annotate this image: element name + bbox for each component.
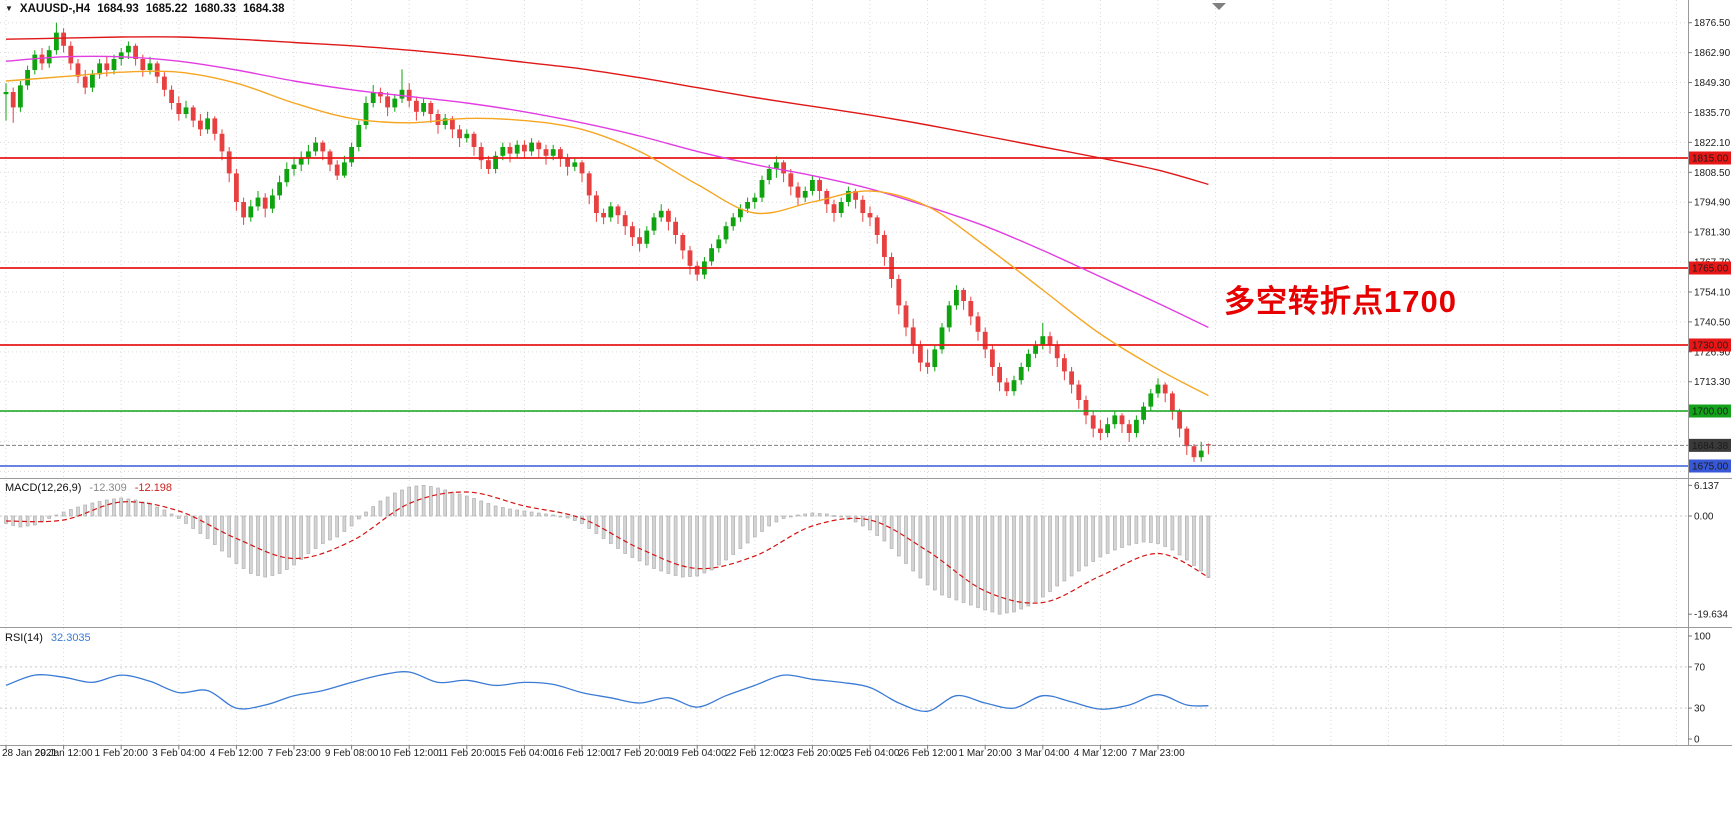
time-axis-label: 28 Jan 2021	[2, 748, 57, 759]
rsi-scale-label: 30	[1694, 704, 1706, 715]
price-axis-label: 1849.30	[1694, 78, 1731, 89]
price-axis-label: 1835.70	[1694, 108, 1731, 119]
symbol-ohlc-bar[interactable]: ▼ XAUUSD-,H4 1684.93 1685.22 1680.33 168…	[5, 3, 285, 15]
time-axis-label: 11 Feb 20:00	[438, 748, 497, 759]
ohlc-open: 1684.93	[97, 3, 139, 15]
price-badge-label: 1684.38	[1692, 441, 1729, 452]
time-axis-label: 4 Mar 12:00	[1074, 748, 1128, 759]
price-axis-label: 1808.50	[1694, 168, 1731, 179]
chart-shift-marker-icon[interactable]	[1212, 3, 1226, 10]
price-axis-label: 1862.90	[1694, 48, 1731, 59]
price-badge	[1689, 261, 1731, 275]
indicator-scales[interactable]: 6.137 0.00 -19.634 100 70 30 0	[1688, 481, 1728, 746]
price-badge	[1689, 459, 1731, 473]
time-axis-label: 22 Feb 12:00	[725, 748, 784, 759]
rsi-indicator-label-row: RSI(14) 32.3035	[5, 632, 91, 644]
annotation-text[interactable]: 多空转折点1700	[1224, 284, 1457, 319]
macd-scale-label: -19.634	[1694, 610, 1728, 621]
time-axis-label: 29 Jan 12:00	[35, 748, 93, 759]
time-axis-label: 15 Feb 04:00	[495, 748, 554, 759]
moving-averages-layer	[5, 36, 1209, 397]
panel-separators	[0, 0, 1732, 746]
time-axis-label: 3 Feb 04:00	[152, 748, 206, 759]
fast-ma	[5, 70, 1209, 397]
ohlc-low: 1680.33	[194, 3, 236, 15]
price-axis-label: 1822.10	[1694, 138, 1731, 149]
price-scale[interactable]: 1876.50 1862.90 1849.30 1835.70 1822.10 1808.…	[1688, 18, 1731, 473]
time-axis-label: 4 Feb 12:00	[210, 748, 264, 759]
price-badge	[1689, 404, 1731, 418]
price-badge	[1689, 338, 1731, 352]
price-axis-label: 1794.90	[1694, 198, 1731, 209]
time-axis-label: 10 Feb 12:00	[380, 748, 439, 759]
price-badge	[1689, 151, 1731, 165]
time-axis-label: 1 Feb 20:00	[95, 748, 149, 759]
macd-value: -12.309	[89, 482, 127, 494]
time-axis-label: 7 Mar 23:00	[1131, 748, 1185, 759]
price-badge	[1689, 438, 1731, 452]
symbol-label: XAUUSD-,H4	[19, 3, 91, 15]
rsi-scale-label: 0	[1694, 735, 1700, 746]
macd-panel[interactable]	[0, 485, 1688, 615]
time-axis-label: 1 Mar 20:00	[959, 748, 1013, 759]
macd-indicator-label-row: MACD(12,26,9) -12.309 -12.198	[5, 482, 172, 494]
time-axis-label: 7 Feb 23:00	[267, 748, 321, 759]
price-axis-label: 1726.90	[1694, 347, 1731, 358]
time-axis-label: 25 Feb 04:00	[841, 748, 900, 759]
price-levels-layer[interactable]	[0, 157, 1688, 467]
price-axis-label: 1876.50	[1694, 18, 1731, 29]
time-axis-label: 9 Feb 08:00	[325, 748, 379, 759]
price-axis-label: 1740.50	[1694, 317, 1731, 328]
rsi-value: 32.3035	[50, 632, 91, 644]
macd-scale-label: 0.00	[1694, 512, 1714, 523]
time-axis-label: 3 Mar 04:00	[1016, 748, 1070, 759]
medium-ma	[5, 55, 1209, 329]
price-badge-label: 1675.00	[1692, 462, 1729, 473]
price-badge-label: 1815.00	[1692, 154, 1729, 165]
rsi-scale-label: 70	[1694, 662, 1706, 673]
time-axis-label: 26 Feb 12:00	[898, 748, 957, 759]
ohlc-close: 1684.38	[242, 3, 285, 15]
price-badge-label: 1730.00	[1692, 341, 1729, 352]
rsi-panel[interactable]	[0, 666, 1688, 713]
chevron-down-icon[interactable]: ▼	[5, 4, 13, 13]
price-axis-label: 1781.30	[1694, 228, 1731, 239]
rsi-line	[5, 671, 1209, 713]
time-axis-label: 19 Feb 04:00	[668, 748, 727, 759]
slow-ma	[5, 36, 1209, 186]
time-axis-label: 16 Feb 12:00	[553, 748, 612, 759]
ohlc-high: 1685.22	[145, 3, 188, 15]
candles-layer[interactable]	[3, 22, 1211, 462]
price-badge-label: 1765.00	[1692, 264, 1729, 275]
macd-signal-value: -12.198	[134, 482, 173, 494]
macd-label: MACD(12,26,9)	[5, 482, 82, 494]
macd-scale-label: 6.137	[1694, 481, 1719, 492]
time-axis-label: 17 Feb 20:00	[610, 748, 669, 759]
rsi-scale-label: 100	[1694, 632, 1711, 643]
time-axis-label: 23 Feb 20:00	[783, 748, 842, 759]
price-axis-label: 1713.30	[1694, 377, 1731, 388]
price-badge-label: 1700.00	[1692, 407, 1729, 418]
rsi-label: RSI(14)	[5, 632, 43, 644]
macd-signal-line	[5, 491, 1209, 604]
price-axis-label: 1754.10	[1694, 287, 1731, 298]
